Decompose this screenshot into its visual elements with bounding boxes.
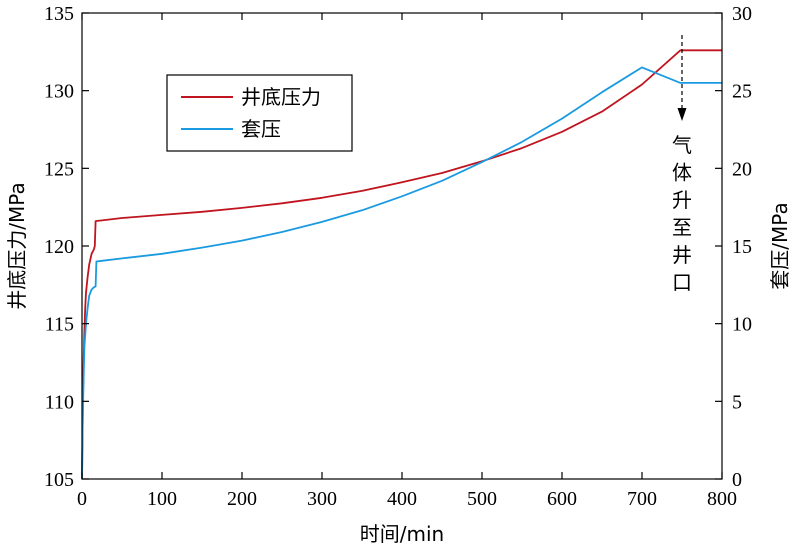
y-right-tick-label: 20 (732, 158, 752, 180)
x-tick-label: 200 (227, 488, 257, 510)
x-tick-label: 500 (467, 488, 497, 510)
y-right-tick-label: 25 (732, 81, 752, 103)
y-right-tick-label: 10 (732, 314, 752, 336)
y-left-tick-label: 115 (45, 314, 74, 336)
x-tick-label: 400 (387, 488, 417, 510)
y-right-tick-label: 30 (732, 3, 752, 25)
annotation-char: 体 (672, 161, 692, 185)
y-left-tick-label: 130 (44, 81, 74, 103)
annotation-char: 升 (672, 188, 692, 212)
series-line-casing-pressure (81, 66, 722, 480)
y-left-tick-label: 125 (44, 158, 74, 180)
y-left-tick-label: 120 (44, 236, 74, 258)
x-tick-label: 700 (627, 488, 657, 510)
y-left-tick-label: 135 (44, 3, 74, 25)
legend-box (166, 74, 353, 152)
y-left-tick-label: 105 (44, 469, 74, 491)
annotation-char: 井 (672, 243, 692, 267)
x-tick-label: 100 (147, 488, 177, 510)
y-right-tick-label: 0 (732, 469, 742, 491)
legend-label: 套压 (241, 117, 281, 141)
annotation-char: 至 (672, 216, 692, 240)
y-right-tick-label: 5 (732, 391, 742, 413)
y-left-axis-title: 井底压力/MPa (5, 182, 29, 309)
x-axis-title: 时间/min (360, 522, 444, 546)
series-line-bottomhole-pressure (81, 49, 722, 480)
annotation-arrow-head (677, 108, 687, 121)
annotation-char: 气 (672, 133, 692, 157)
plot-layer (81, 49, 722, 480)
x-tick-label: 800 (707, 488, 737, 510)
y-right-tick-label: 15 (732, 236, 752, 258)
x-tick-label: 600 (547, 488, 577, 510)
x-tick-label: 300 (307, 488, 337, 510)
y-right-axis-title: 套压/MPa (768, 202, 792, 289)
x-tick-label: 0 (77, 488, 87, 510)
legend-label: 井底压力 (241, 85, 321, 109)
axes-layer: 0 100 200 300 400 500 600 700 800105110115120125… (5, 3, 792, 546)
y-left-tick-label: 110 (45, 391, 74, 413)
annotation-char: 口 (672, 271, 692, 295)
